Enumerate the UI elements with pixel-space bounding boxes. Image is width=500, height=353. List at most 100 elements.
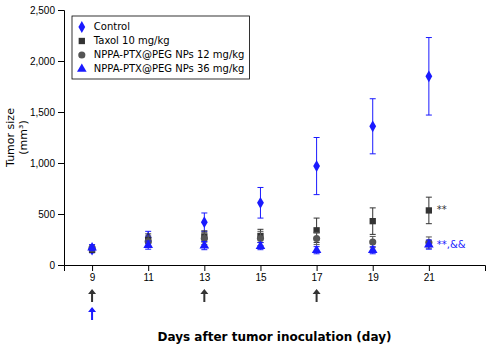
tick-mark bbox=[92, 265, 93, 271]
legend-symbol bbox=[78, 21, 85, 33]
tick-label: 11 bbox=[144, 272, 155, 283]
point bbox=[370, 218, 376, 224]
tick-mark bbox=[58, 112, 64, 113]
point bbox=[87, 242, 97, 250]
tick: 1,500 bbox=[30, 107, 64, 118]
tick-label: 1,000 bbox=[30, 158, 55, 169]
axis-line bbox=[58, 11, 65, 266]
error-bar bbox=[426, 38, 432, 116]
legend-label: NPPA-PTX@PEG NPs 36 mg/kg bbox=[94, 63, 245, 74]
tick-label: 15 bbox=[255, 272, 267, 283]
chart: 9 11 13 15 17 19 21 0 500 1,000 1,500 2,000 2,500 ** *… bbox=[0, 0, 500, 353]
tick-label: 2,500 bbox=[30, 5, 55, 16]
error-bar bbox=[370, 208, 376, 235]
error-bar bbox=[370, 99, 376, 154]
tick: 500 bbox=[38, 209, 64, 220]
legend-item: NPPA-PTX@PEG NPs 12 mg/kg bbox=[78, 49, 244, 60]
tick-label: 21 bbox=[424, 272, 436, 283]
tick-label: 9 bbox=[90, 272, 96, 283]
legend: Control Taxol 10 mg/kg NPPA-PTX@PEG NPs 12… bbox=[72, 16, 249, 79]
tick-mark bbox=[58, 163, 64, 164]
tick-label: 13 bbox=[199, 272, 211, 283]
legend-symbol bbox=[78, 51, 85, 58]
tick: 11 bbox=[144, 265, 155, 283]
annotation: ** bbox=[437, 204, 447, 215]
point bbox=[426, 207, 432, 213]
point bbox=[200, 240, 210, 248]
legend-label: NPPA-PTX@PEG NPs 12 mg/kg bbox=[94, 49, 245, 60]
legend-item: Control bbox=[78, 21, 130, 33]
error-bar bbox=[314, 232, 320, 244]
y-axis-title: Tumor size(mm³) bbox=[4, 108, 30, 168]
tick: 17 bbox=[312, 265, 324, 283]
tick: 2,000 bbox=[30, 56, 64, 67]
legend-item: Taxol 10 mg/kg bbox=[79, 35, 170, 46]
tick-label: 1,500 bbox=[30, 107, 55, 118]
arrow bbox=[200, 289, 208, 302]
axis-line bbox=[65, 266, 486, 272]
y-axis-title-line: (mm³) bbox=[17, 120, 30, 154]
plot: 9 11 13 15 17 19 21 0 500 1,000 1,500 2,000 2,500 ** *… bbox=[30, 5, 486, 344]
tick-mark bbox=[260, 265, 261, 271]
point bbox=[312, 245, 322, 253]
arrow bbox=[88, 307, 96, 320]
series bbox=[89, 197, 432, 253]
series bbox=[88, 231, 432, 251]
tick: 21 bbox=[424, 265, 436, 283]
arrow bbox=[88, 289, 96, 302]
tick-label: 19 bbox=[368, 272, 380, 283]
arrows bbox=[88, 289, 321, 320]
point bbox=[201, 216, 208, 228]
point bbox=[369, 238, 376, 245]
legend-box bbox=[72, 16, 249, 79]
error-bar bbox=[314, 138, 320, 195]
tick-label: 500 bbox=[38, 209, 55, 220]
tick-mark bbox=[58, 10, 64, 11]
legend-symbol bbox=[77, 63, 87, 71]
point bbox=[369, 120, 376, 132]
tick-label: 0 bbox=[49, 260, 55, 271]
tick-mark bbox=[373, 265, 374, 271]
legend-label: Control bbox=[94, 21, 130, 32]
tick-mark bbox=[204, 265, 205, 271]
point bbox=[424, 239, 434, 247]
tick-mark bbox=[58, 265, 64, 266]
arrow bbox=[313, 289, 321, 302]
point bbox=[256, 241, 266, 249]
tick-mark bbox=[58, 214, 64, 215]
series bbox=[87, 239, 433, 254]
tick: 2,500 bbox=[30, 5, 64, 16]
marks bbox=[87, 38, 433, 256]
y-axis-title-line: Tumor size bbox=[4, 108, 17, 168]
tick: 1,000 bbox=[30, 158, 64, 169]
legend-item: NPPA-PTX@PEG NPs 36 mg/kg bbox=[77, 63, 244, 74]
tick: 13 bbox=[199, 265, 211, 283]
x-axis: 9 11 13 15 17 19 21 bbox=[65, 265, 486, 283]
tick-mark bbox=[429, 265, 430, 271]
error-bar bbox=[201, 213, 207, 231]
tick: 19 bbox=[368, 265, 380, 283]
point bbox=[143, 240, 153, 248]
legend-label: Taxol 10 mg/kg bbox=[93, 35, 170, 46]
tick-mark bbox=[317, 265, 318, 271]
point bbox=[425, 70, 432, 82]
point bbox=[313, 235, 320, 242]
tick-label: 17 bbox=[312, 272, 324, 283]
tick: 9 bbox=[90, 265, 96, 283]
point bbox=[313, 160, 320, 172]
tick-mark bbox=[58, 61, 64, 62]
point bbox=[257, 197, 264, 209]
y-axis: 0 500 1,000 1,500 2,000 2,500 bbox=[30, 5, 65, 271]
x-axis-title: Days after tumor inoculation (day) bbox=[158, 330, 392, 344]
annotation: **,&& bbox=[437, 239, 466, 250]
tick-label: 2,000 bbox=[30, 56, 55, 67]
tick: 15 bbox=[255, 265, 267, 283]
error-bar bbox=[257, 187, 263, 218]
legend-symbol bbox=[79, 38, 85, 44]
point bbox=[368, 245, 378, 253]
error-bar bbox=[426, 197, 432, 224]
tick: 0 bbox=[49, 260, 64, 271]
tick-mark bbox=[148, 265, 149, 271]
error-bar bbox=[314, 218, 320, 242]
series bbox=[89, 38, 433, 256]
